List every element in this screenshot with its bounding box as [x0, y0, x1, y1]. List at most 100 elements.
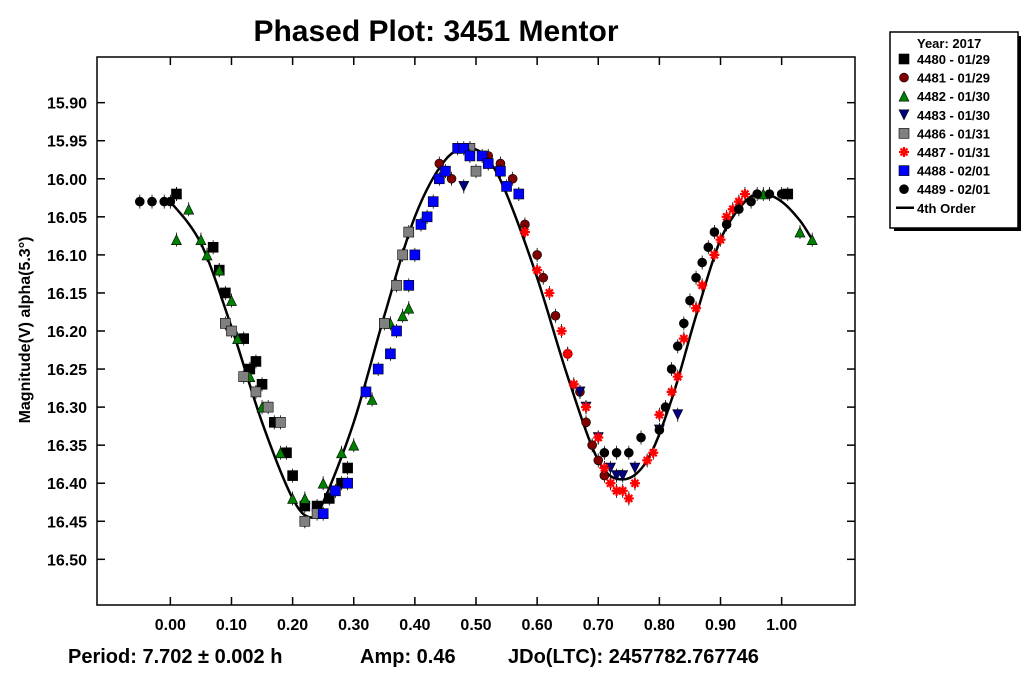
data-point: [642, 455, 653, 466]
x-tick-label: 0.50: [460, 617, 491, 634]
legend-marker: [898, 128, 910, 139]
data-point: [226, 325, 237, 337]
data-point: [629, 478, 640, 489]
data-point: [476, 150, 488, 162]
legend-marker: [898, 165, 910, 176]
data-point: [458, 181, 470, 193]
data-point: [220, 318, 231, 329]
legend-shadow-bottom: [894, 228, 1021, 231]
data-point: [617, 485, 628, 496]
data-point: [806, 233, 818, 245]
y-tick-label: 16.15: [47, 286, 87, 303]
data-point: [599, 447, 610, 458]
plot-area: [96, 56, 856, 606]
data-point: [605, 478, 616, 489]
data-point: [654, 409, 665, 420]
asterisk-strokes: [581, 402, 592, 413]
asterisk-strokes: [544, 287, 555, 298]
data-point: [147, 196, 157, 207]
asterisk-strokes: [727, 204, 738, 215]
legend-entry-label: 4481 - 01/29: [917, 71, 990, 86]
x-tick-label: 0.00: [155, 617, 186, 634]
data-point: [348, 439, 360, 451]
data-point: [703, 242, 714, 253]
data-point: [342, 477, 353, 489]
data-point: [360, 386, 372, 398]
series-3: [458, 179, 684, 483]
data-point: [593, 432, 604, 443]
asterisk-strokes: [568, 379, 579, 390]
legend-entry-label: 4480 - 01/29: [917, 52, 990, 67]
data-point: [336, 447, 348, 459]
data-point: [679, 318, 689, 329]
data-point: [678, 333, 689, 344]
legend-shadow: [1018, 36, 1021, 231]
y-tick-label: 16.25: [47, 362, 87, 379]
asterisk-strokes: [715, 234, 726, 245]
asterisk-strokes: [899, 147, 909, 157]
data-point: [794, 226, 806, 238]
data-point: [623, 493, 634, 504]
data-point: [562, 348, 573, 359]
y-axis-label: Magnitude(V) alpha(5.3°): [17, 237, 34, 424]
data-point: [372, 363, 384, 375]
data-point: [262, 401, 274, 413]
data-point: [299, 515, 311, 527]
legend-entry-label: 4489 - 02/01: [917, 182, 990, 197]
data-point: [440, 165, 451, 177]
data-point: [568, 379, 579, 390]
legend-entry-label: 4488 - 02/01: [917, 164, 990, 179]
data-point: [220, 287, 231, 299]
asterisk-strokes: [562, 348, 573, 359]
fit-curve-group: [169, 147, 814, 519]
data-point: [470, 165, 482, 177]
fit-curve: [169, 147, 814, 519]
data-point: [721, 219, 732, 230]
data-point: [532, 250, 542, 260]
epoch-label: JDo(LTC): 2457782.767746: [508, 646, 759, 668]
data-point: [611, 447, 622, 458]
data-point: [636, 432, 646, 443]
series-6: [317, 141, 525, 521]
data-point: [654, 425, 665, 435]
data-point: [427, 196, 439, 207]
chart-title: Phased Plot: 3451 Mentor: [253, 15, 618, 48]
data-point: [379, 318, 390, 329]
data-point: [709, 227, 720, 237]
data-point: [715, 234, 726, 245]
data-point: [593, 455, 604, 466]
data-point: [617, 470, 629, 482]
data-point: [446, 173, 457, 184]
data-point: [629, 462, 641, 474]
asterisk-strokes: [599, 463, 610, 473]
legend-marker: [899, 147, 909, 157]
x-tick-label: 0.90: [705, 617, 736, 634]
y-tick-label: 15.95: [47, 134, 87, 151]
data-point: [721, 211, 732, 222]
legend-marker: [898, 53, 910, 65]
data-point: [581, 417, 591, 428]
y-tick-label: 16.50: [47, 552, 87, 569]
data-point: [385, 348, 396, 360]
x-axis: 0.00 0.10 0.20 0.30 0.40 0.50 0.60 0.70 0.80 0.90…: [155, 57, 797, 634]
data-point: [513, 188, 525, 200]
asterisk-strokes: [648, 447, 659, 458]
data-point: [672, 409, 684, 421]
x-tick-label: 0.30: [338, 617, 369, 634]
data-point: [171, 189, 182, 199]
data-point: [165, 196, 176, 207]
data-point: [434, 173, 445, 185]
data-point: [225, 294, 237, 306]
data-point: [458, 143, 470, 154]
data-point: [397, 310, 409, 322]
asterisk-strokes: [611, 485, 622, 496]
legend-marker: [899, 184, 909, 194]
data-point: [170, 233, 182, 245]
data-point: [550, 310, 561, 321]
data-point: [250, 386, 262, 398]
data-point: [691, 303, 702, 314]
data-point: [624, 447, 634, 458]
data-point: [415, 219, 427, 230]
asterisk-strokes: [605, 478, 616, 489]
data-point: [709, 249, 720, 260]
